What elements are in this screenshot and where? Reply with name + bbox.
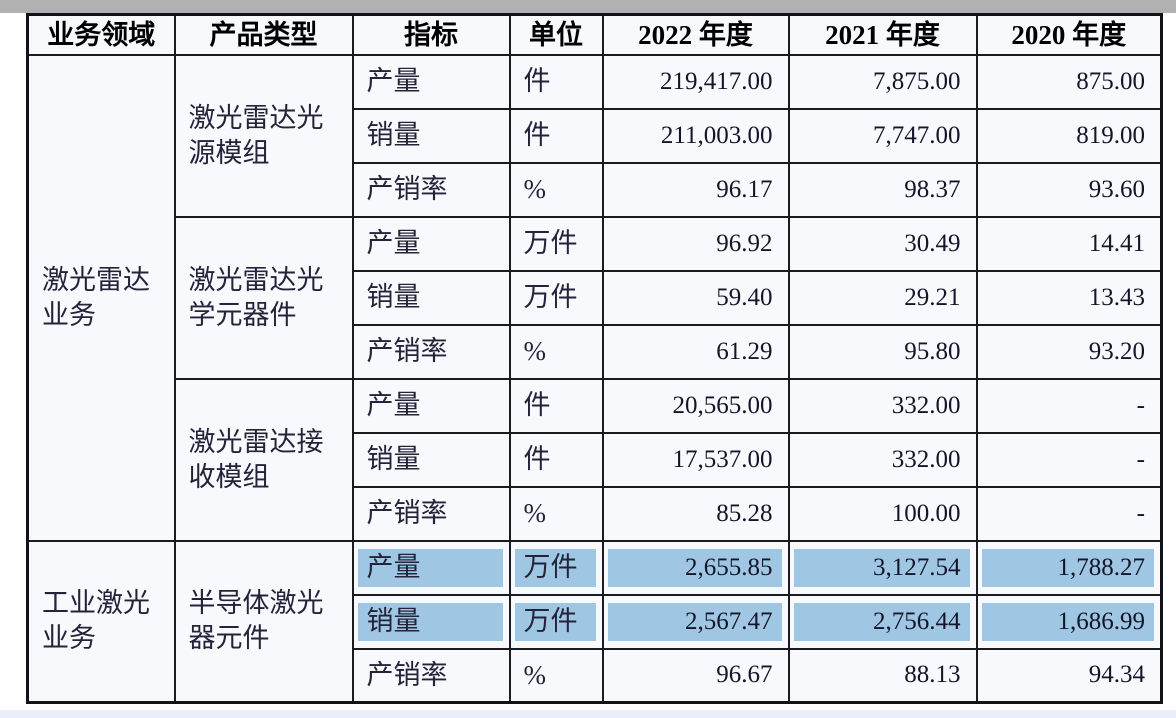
- table-row: 产销率 % 85.28 100.00 -: [28, 485, 1163, 542]
- indicator-cell: 产销率: [351, 323, 511, 380]
- table-row: 销量 万件 2,567.47 2,756.44 1,686.99: [28, 593, 1163, 650]
- header-year-2021: 2021 年度: [787, 13, 978, 56]
- indicator-cell: 销量: [351, 431, 511, 488]
- indicator-cell: 产量: [351, 215, 511, 272]
- value-2020: -: [975, 485, 1163, 542]
- header-row: 业务领域 产品类型 指标 单位 2022 年度 2021 年度 2020 年度: [26, 13, 1163, 56]
- value-2020: 13.43: [975, 269, 1163, 326]
- value-2020: 93.60: [975, 161, 1163, 218]
- value-2021: 332.00: [787, 377, 978, 434]
- unit-cell: %: [508, 647, 604, 704]
- unit-cell: %: [508, 323, 604, 380]
- production-sales-table: 业务领域 产品类型 指标 单位 2022 年度 2021 年度 2020 年度 …: [26, 13, 1163, 704]
- unit-cell: %: [508, 161, 604, 218]
- business-cell-industrial-laser: 工业激光业务: [26, 539, 176, 704]
- indicator-cell: 产销率: [351, 161, 511, 218]
- indicator-cell-highlighted: 产量: [351, 539, 511, 596]
- product-cell-semiconductor-laser: 半导体激光器元件: [173, 539, 354, 704]
- indicator-cell: 产量: [351, 377, 511, 434]
- table-row: 销量 万件 59.40 29.21 13.43: [28, 269, 1163, 326]
- value-2021: 7,747.00: [787, 107, 978, 164]
- table-row: 产销率 % 61.29 95.80 93.20: [28, 323, 1163, 380]
- table-row: 激光雷达业务 激光雷达光源模组 产量 件 219,417.00 7,875.00…: [26, 53, 1163, 542]
- unit-cell-highlighted: 万件: [508, 593, 604, 650]
- value-2021: 7,875.00: [787, 53, 978, 110]
- value-2020: 875.00: [975, 53, 1163, 110]
- value-2021-highlighted: 3,127.54: [787, 539, 978, 596]
- value-2022-highlighted: 2,655.85: [601, 539, 790, 596]
- unit-cell: 件: [508, 377, 604, 434]
- value-2020: 93.20: [975, 323, 1163, 380]
- table-row: 激光雷达接收模组 产量 件 20,565.00 332.00 -: [28, 377, 1163, 542]
- table-row: 产销率 % 96.67 88.13 94.34: [28, 647, 1163, 704]
- table-row: 销量 件 211,003.00 7,747.00 819.00: [28, 107, 1163, 164]
- unit-cell: 件: [508, 107, 604, 164]
- value-2020: -: [975, 431, 1163, 488]
- value-2021: 88.13: [787, 647, 978, 704]
- page-top-bar: [0, 0, 1176, 13]
- table-row: 产销率 % 96.17 98.37 93.60: [28, 161, 1163, 218]
- header-year-2020: 2020 年度: [975, 13, 1163, 56]
- product-cell-optical-components: 激光雷达光学元器件: [173, 215, 354, 380]
- value-2022: 61.29: [601, 323, 790, 380]
- value-2020-highlighted: 1,788.27: [975, 539, 1163, 596]
- product-cell-receiver-module: 激光雷达接收模组: [173, 377, 354, 542]
- page-bottom-strip: [0, 710, 1176, 718]
- value-2022-highlighted: 2,567.47: [601, 593, 790, 650]
- value-2022: 211,003.00: [601, 107, 790, 164]
- value-2022: 96.67: [601, 647, 790, 704]
- table-row: 工业激光业务 半导体激光器元件 产量 万件 2,655.85 3,127.54 …: [26, 539, 1163, 704]
- product-cell-light-source-module: 激光雷达光源模组: [173, 53, 354, 218]
- unit-cell: 件: [508, 431, 604, 488]
- indicator-cell: 产销率: [351, 485, 511, 542]
- value-2021: 29.21: [787, 269, 978, 326]
- indicator-cell: 产量: [351, 53, 511, 110]
- value-2022: 85.28: [601, 485, 790, 542]
- value-2021: 98.37: [787, 161, 978, 218]
- value-2020: 14.41: [975, 215, 1163, 272]
- value-2021: 332.00: [787, 431, 978, 488]
- value-2022: 17,537.00: [601, 431, 790, 488]
- unit-cell: 万件: [508, 215, 604, 272]
- unit-cell: 件: [508, 53, 604, 110]
- header-business-area: 业务领域: [26, 13, 176, 56]
- value-2020: 819.00: [975, 107, 1163, 164]
- value-2021: 95.80: [787, 323, 978, 380]
- value-2020: -: [975, 377, 1163, 434]
- indicator-cell: 销量: [351, 269, 511, 326]
- indicator-cell: 销量: [351, 107, 511, 164]
- value-2020: 94.34: [975, 647, 1163, 704]
- business-cell-lidar: 激光雷达业务: [26, 53, 176, 542]
- indicator-cell-highlighted: 销量: [351, 593, 511, 650]
- value-2022: 20,565.00: [601, 377, 790, 434]
- value-2022: 59.40: [601, 269, 790, 326]
- header-indicator: 指标: [351, 13, 511, 56]
- unit-cell: %: [508, 485, 604, 542]
- value-2022: 96.17: [601, 161, 790, 218]
- header-year-2022: 2022 年度: [601, 13, 790, 56]
- value-2021: 30.49: [787, 215, 978, 272]
- header-product-type: 产品类型: [173, 13, 354, 56]
- value-2021-highlighted: 2,756.44: [787, 593, 978, 650]
- value-2022: 96.92: [601, 215, 790, 272]
- value-2021: 100.00: [787, 485, 978, 542]
- value-2022: 219,417.00: [601, 53, 790, 110]
- table-row: 销量 件 17,537.00 332.00 -: [28, 431, 1163, 488]
- unit-cell: 万件: [508, 269, 604, 326]
- value-2020-highlighted: 1,686.99: [975, 593, 1163, 650]
- header-unit: 单位: [508, 13, 604, 56]
- unit-cell-highlighted: 万件: [508, 539, 604, 596]
- table-row: 激光雷达光学元器件 产量 万件 96.92 30.49 14.41: [28, 215, 1163, 380]
- indicator-cell: 产销率: [351, 647, 511, 704]
